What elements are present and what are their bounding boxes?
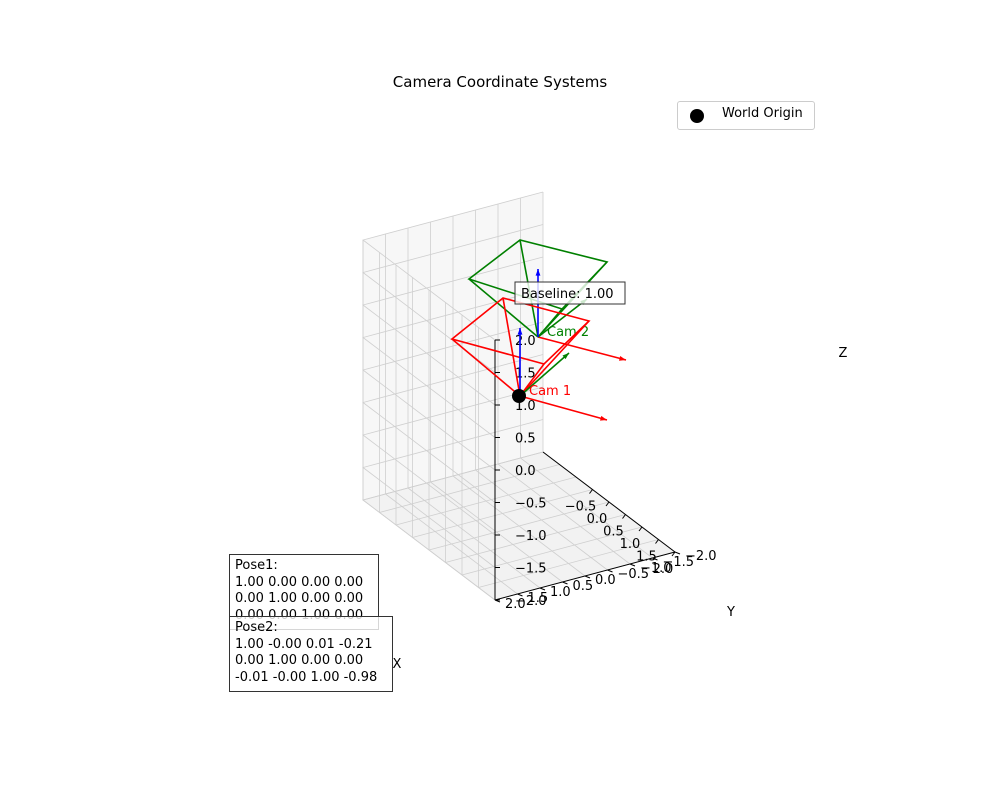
grid-line-z [362, 289, 544, 438]
grid-line-z [362, 354, 544, 503]
legend-label-world-origin: World Origin [722, 106, 803, 121]
y-axis-label: Y [726, 605, 735, 620]
camera-2-x-axis-arrow-head [619, 356, 626, 361]
camera-2-x-axis-arrow [537, 336, 627, 361]
camera-marks: Cam 2 Cam 1 Baseline: 1.00 [450, 239, 627, 421]
z-tick-label: 2.0 [515, 334, 536, 349]
y-tick-label: −1.0 [640, 561, 672, 576]
x-tick-label: 1.0 [620, 537, 641, 552]
camera-1-y-axis-arrow [519, 352, 570, 397]
camera-2-frustum-edge [468, 278, 539, 338]
x-tick-mark [605, 501, 610, 507]
y-tick-mark [517, 593, 523, 597]
legend: World Origin [677, 101, 815, 130]
z-tick-label: −2.0 [515, 594, 547, 609]
x-tick-mark [655, 539, 659, 544]
camera-2-y-axis-arrow [537, 298, 588, 338]
camera-1-x-axis-arrow [519, 395, 608, 421]
x-tick-mark [589, 489, 593, 494]
camera-2-label: Cam 2 [547, 325, 589, 340]
legend-marker-world-origin [690, 109, 704, 123]
camera-1-frustum-edge [502, 297, 521, 397]
camera-1-y-axis-arrow-head [562, 353, 569, 360]
y-tick-mark [674, 551, 681, 555]
baseline-label-box [514, 281, 626, 305]
x-tick-label: 2.0 [653, 562, 674, 577]
chart-title: Camera Coordinate Systems [392, 73, 608, 91]
camera-1-z-axis-arrow-head [517, 328, 523, 335]
x-tick-label: 0.0 [587, 512, 608, 527]
y-tick-mark [607, 569, 613, 573]
baseline-label: Baseline: 1.00 [521, 287, 614, 302]
y-tick-mark [629, 563, 636, 567]
y-tick-label: −0.5 [618, 567, 650, 582]
z-tick-label: −1.0 [515, 529, 547, 544]
camera-1-label: Cam 1 [529, 384, 571, 399]
grid-line-z [362, 451, 544, 601]
camera-2-frustum-edge [537, 308, 563, 338]
tick-labels: −0.50.00.51.01.52.0−2.0−1.5−1.0−0.50.00.… [393, 334, 848, 672]
camera-1-frustum-edge [519, 320, 590, 397]
camera-2-z-axis-arrow-head [535, 269, 541, 276]
z-tick-label: 0.5 [515, 432, 536, 447]
z-tick-label: −0.5 [515, 497, 547, 512]
y-tick-label: −2.0 [685, 549, 717, 564]
grid-line-z [362, 419, 544, 568]
grid-line-z [362, 321, 544, 471]
z-tick-label: −1.5 [515, 562, 547, 577]
x-tick-label: 1.5 [636, 550, 657, 565]
z-tick-label: 0.0 [515, 464, 536, 479]
grid-line-z [362, 191, 544, 341]
y-tick-mark [539, 587, 546, 591]
z-axis-label: Z [839, 346, 848, 361]
pose2-annotation: Pose2: 1.00 -0.00 0.01 -0.21 0.00 1.00 0… [229, 616, 393, 692]
x-axis-label: X [393, 657, 402, 672]
grid-line-z [362, 256, 544, 406]
y-tick-label: 1.5 [528, 591, 549, 606]
y-tick-label: 0.0 [595, 573, 616, 588]
x-tick-mark [638, 526, 643, 532]
y-tick-label: 2.0 [505, 597, 526, 612]
y-tick-label: −1.5 [663, 555, 695, 570]
y-tick-mark [652, 557, 658, 561]
x-tick-mark [622, 514, 626, 519]
y-tick-label: 1.0 [550, 585, 571, 600]
y-tick-mark [562, 581, 568, 585]
camera-1-frustum-edge [519, 363, 545, 397]
camera-1-frustum-edge [451, 338, 521, 397]
grid-line-z [362, 386, 544, 536]
y-tick-label: 0.5 [573, 579, 594, 594]
x-tick-label: 0.5 [603, 525, 624, 540]
world-origin-point [512, 389, 526, 403]
y-tick-mark [584, 575, 591, 579]
x-tick-mark [671, 551, 676, 557]
camera-1-x-axis-arrow-head [600, 415, 607, 421]
x-tick-label: −0.5 [565, 500, 597, 515]
